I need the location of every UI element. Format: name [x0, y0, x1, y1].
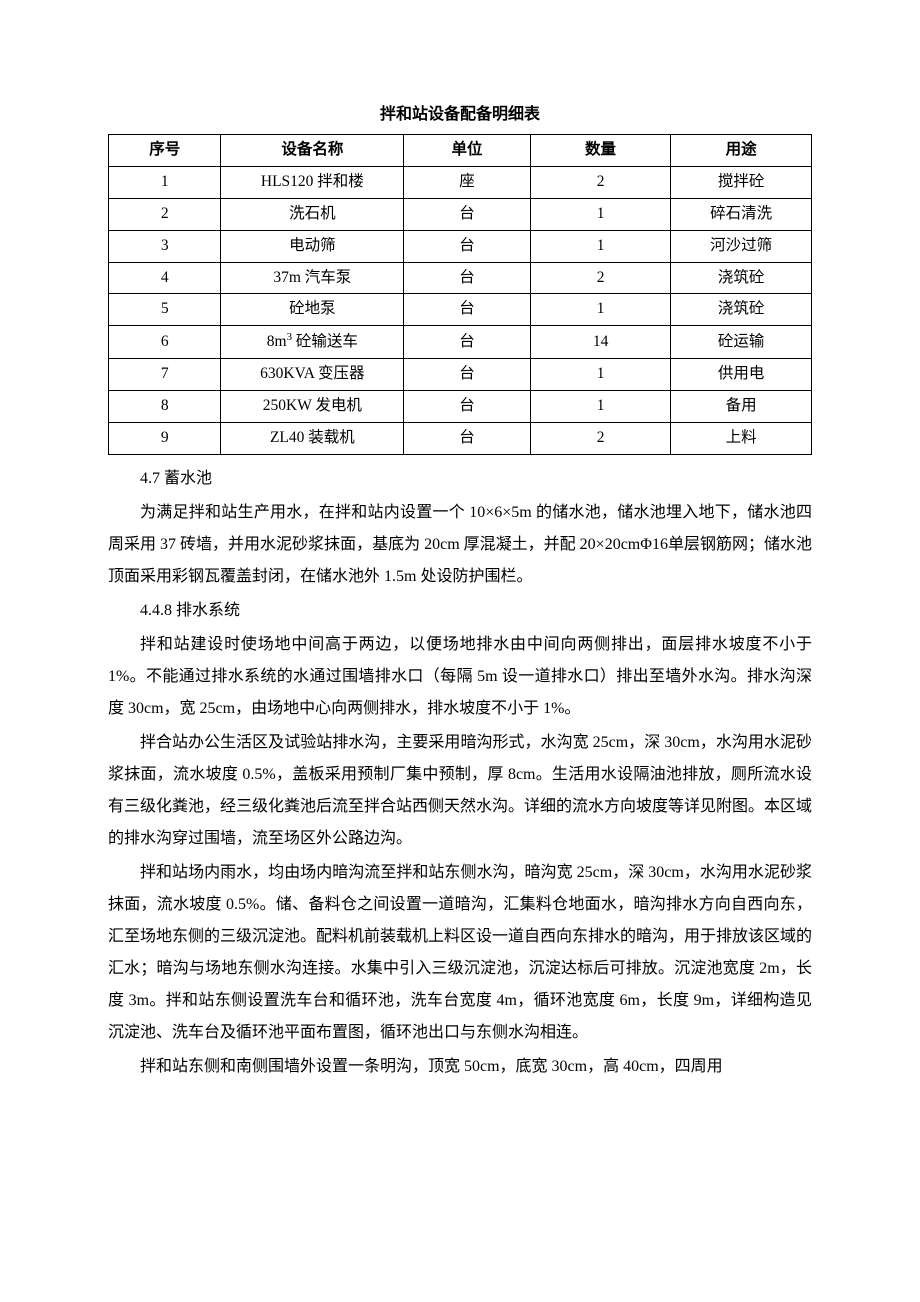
- table-cell: 供用电: [671, 359, 812, 391]
- table-cell: 630KVA 变压器: [221, 359, 404, 391]
- table-cell: 座: [404, 167, 531, 199]
- table-cell: 台: [404, 326, 531, 359]
- body-text: 4.7 蓄水池为满足拌和站生产用水，在拌和站内设置一个 10×6×5m 的储水池…: [108, 463, 812, 1083]
- table-row: 5砼地泵台1浇筑砼: [109, 294, 812, 326]
- section-heading: 4.4.8 排水系统: [108, 595, 812, 627]
- table-row: 437m 汽车泵台2浇筑砼: [109, 262, 812, 294]
- table-cell: 1: [530, 230, 671, 262]
- table-cell: ZL40 装载机: [221, 422, 404, 454]
- table-cell: 河沙过筛: [671, 230, 812, 262]
- table-cell: 2: [530, 422, 671, 454]
- table-cell: 台: [404, 359, 531, 391]
- table-cell: 备用: [671, 390, 812, 422]
- table-cell: 250KW 发电机: [221, 390, 404, 422]
- table-cell: 洗石机: [221, 198, 404, 230]
- body-paragraph: 拌合站办公生活区及试验站排水沟，主要采用暗沟形式，水沟宽 25cm，深 30cm…: [108, 727, 812, 855]
- table-header-row: 序号 设备名称 单位 数量 用途: [109, 135, 812, 167]
- table-header-cell: 单位: [404, 135, 531, 167]
- table-row: 1HLS120 拌和楼座2搅拌砼: [109, 167, 812, 199]
- table-header-cell: 序号: [109, 135, 221, 167]
- table-cell: 搅拌砼: [671, 167, 812, 199]
- table-cell: 1: [530, 390, 671, 422]
- table-cell: 砼地泵: [221, 294, 404, 326]
- table-cell: 台: [404, 422, 531, 454]
- section-heading: 4.7 蓄水池: [108, 463, 812, 495]
- table-cell: 1: [530, 198, 671, 230]
- table-cell: 8: [109, 390, 221, 422]
- table-cell: 砼运输: [671, 326, 812, 359]
- table-cell: 台: [404, 230, 531, 262]
- table-cell: 37m 汽车泵: [221, 262, 404, 294]
- table-row: 68m3 砼输送车台14砼运输: [109, 326, 812, 359]
- body-paragraph: 拌和站东侧和南侧围墙外设置一条明沟，顶宽 50cm，底宽 30cm，高 40cm…: [108, 1051, 812, 1083]
- table-cell: 浇筑砼: [671, 262, 812, 294]
- table-cell: 2: [530, 262, 671, 294]
- table-cell: 上料: [671, 422, 812, 454]
- table-cell: 碎石清洗: [671, 198, 812, 230]
- table-header-cell: 数量: [530, 135, 671, 167]
- table-row: 3电动筛台1河沙过筛: [109, 230, 812, 262]
- table-cell: 5: [109, 294, 221, 326]
- table-cell: 3: [109, 230, 221, 262]
- table-cell: 台: [404, 262, 531, 294]
- table-cell: 电动筛: [221, 230, 404, 262]
- table-cell: 7: [109, 359, 221, 391]
- table-cell: 浇筑砼: [671, 294, 812, 326]
- table-header-cell: 用途: [671, 135, 812, 167]
- table-row: 9ZL40 装载机台2上料: [109, 422, 812, 454]
- table-cell: 6: [109, 326, 221, 359]
- table-cell: 台: [404, 294, 531, 326]
- table-cell: 2: [530, 167, 671, 199]
- table-cell: 2: [109, 198, 221, 230]
- table-header-cell: 设备名称: [221, 135, 404, 167]
- table-cell: 14: [530, 326, 671, 359]
- equipment-table: 序号 设备名称 单位 数量 用途 1HLS120 拌和楼座2搅拌砼2洗石机台1碎…: [108, 134, 812, 454]
- table-cell: 台: [404, 390, 531, 422]
- table-row: 8250KW 发电机台1备用: [109, 390, 812, 422]
- table-title: 拌和站设备配备明细表: [108, 100, 812, 130]
- table-cell: HLS120 拌和楼: [221, 167, 404, 199]
- body-paragraph: 拌和站建设时使场地中间高于两边，以便场地排水由中间向两侧排出，面层排水坡度不小于…: [108, 629, 812, 725]
- body-paragraph: 拌和站场内雨水，均由场内暗沟流至拌和站东侧水沟，暗沟宽 25cm，深 30cm，…: [108, 857, 812, 1049]
- table-cell: 1: [530, 359, 671, 391]
- table-cell: 4: [109, 262, 221, 294]
- table-cell: 1: [530, 294, 671, 326]
- table-body: 1HLS120 拌和楼座2搅拌砼2洗石机台1碎石清洗3电动筛台1河沙过筛437m…: [109, 167, 812, 454]
- body-paragraph: 为满足拌和站生产用水，在拌和站内设置一个 10×6×5m 的储水池，储水池埋入地…: [108, 497, 812, 593]
- table-row: 2洗石机台1碎石清洗: [109, 198, 812, 230]
- table-cell: 8m3 砼输送车: [221, 326, 404, 359]
- table-cell: 9: [109, 422, 221, 454]
- table-cell: 1: [109, 167, 221, 199]
- table-row: 7630KVA 变压器台1供用电: [109, 359, 812, 391]
- table-cell: 台: [404, 198, 531, 230]
